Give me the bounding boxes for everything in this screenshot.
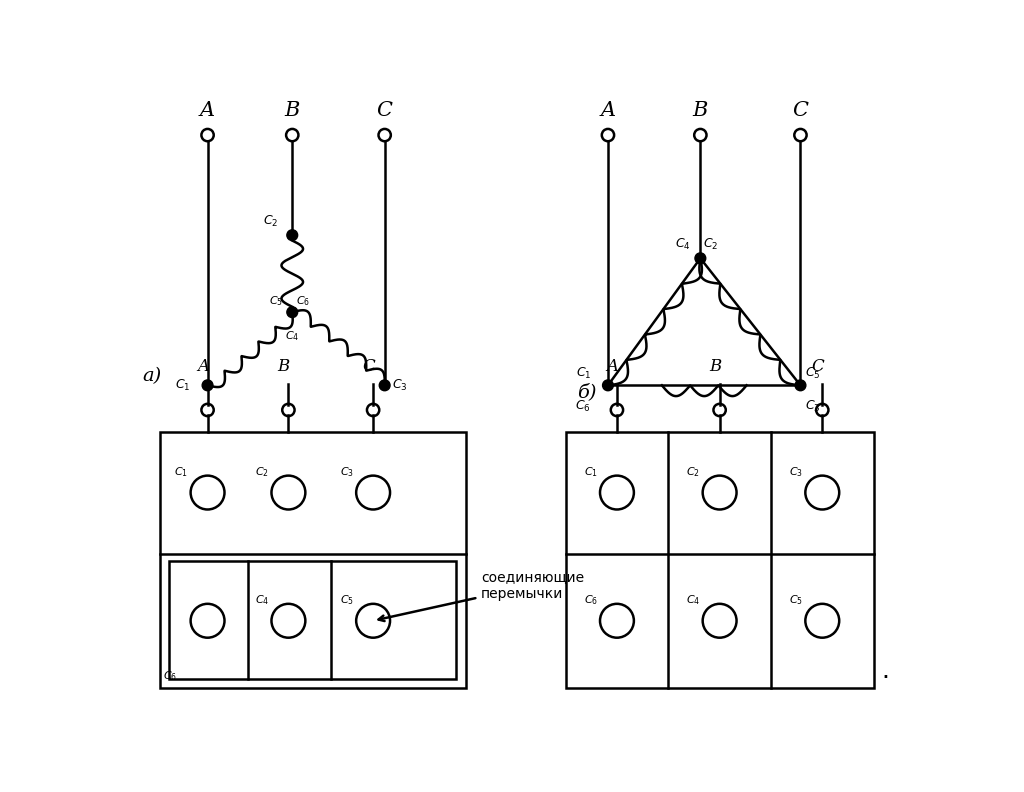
Text: B: B — [278, 357, 290, 375]
Circle shape — [287, 307, 298, 318]
Text: C: C — [793, 101, 809, 120]
Text: C: C — [811, 357, 824, 375]
Text: C: C — [362, 357, 375, 375]
Circle shape — [602, 380, 613, 390]
Text: $C_5$: $C_5$ — [790, 593, 803, 607]
Text: $C_4$: $C_4$ — [255, 593, 269, 607]
Text: $C_3$: $C_3$ — [790, 465, 803, 478]
Text: $C_1$: $C_1$ — [174, 465, 188, 478]
Text: $C_3$: $C_3$ — [392, 378, 408, 393]
Text: $C_5$: $C_5$ — [340, 593, 354, 607]
Text: $C_4$: $C_4$ — [676, 237, 691, 252]
Text: $C_5$: $C_5$ — [269, 294, 283, 307]
Circle shape — [202, 380, 213, 390]
Circle shape — [379, 380, 390, 390]
Text: $C_1$: $C_1$ — [584, 465, 598, 478]
Circle shape — [795, 380, 806, 390]
Text: $C_1$: $C_1$ — [175, 378, 190, 393]
Text: A: A — [600, 101, 615, 120]
Text: B: B — [709, 357, 721, 375]
Text: б): б) — [578, 383, 597, 401]
Text: $C_6$: $C_6$ — [296, 294, 310, 307]
Text: $C_2$: $C_2$ — [255, 465, 269, 478]
Text: $C_2$: $C_2$ — [263, 214, 279, 229]
Text: $C_2$: $C_2$ — [703, 237, 719, 252]
Text: $C_4$: $C_4$ — [686, 593, 700, 607]
Text: $C_2$: $C_2$ — [686, 465, 700, 478]
Text: A: A — [606, 357, 618, 375]
Text: $C_4$: $C_4$ — [285, 329, 299, 343]
Text: $C_6$: $C_6$ — [584, 593, 598, 607]
Text: $C_3$: $C_3$ — [340, 465, 354, 478]
Text: B: B — [692, 101, 708, 120]
Text: $C_5$: $C_5$ — [805, 367, 820, 382]
Text: C: C — [377, 101, 392, 120]
Bar — [565, 432, 873, 688]
Text: соединяющие
перемычки: соединяющие перемычки — [379, 570, 584, 621]
Text: $C_6$: $C_6$ — [163, 669, 177, 683]
Bar — [169, 562, 457, 679]
Text: а): а) — [142, 367, 162, 386]
Text: $C_1$: $C_1$ — [575, 367, 591, 382]
Text: $C_3$: $C_3$ — [805, 399, 820, 414]
Text: A: A — [197, 357, 209, 375]
Text: $C_6$: $C_6$ — [575, 399, 591, 414]
Text: A: A — [200, 101, 215, 120]
Circle shape — [695, 253, 706, 264]
Bar — [160, 432, 466, 688]
Circle shape — [287, 230, 298, 241]
Text: B: B — [285, 101, 300, 120]
Text: .: . — [882, 659, 889, 683]
